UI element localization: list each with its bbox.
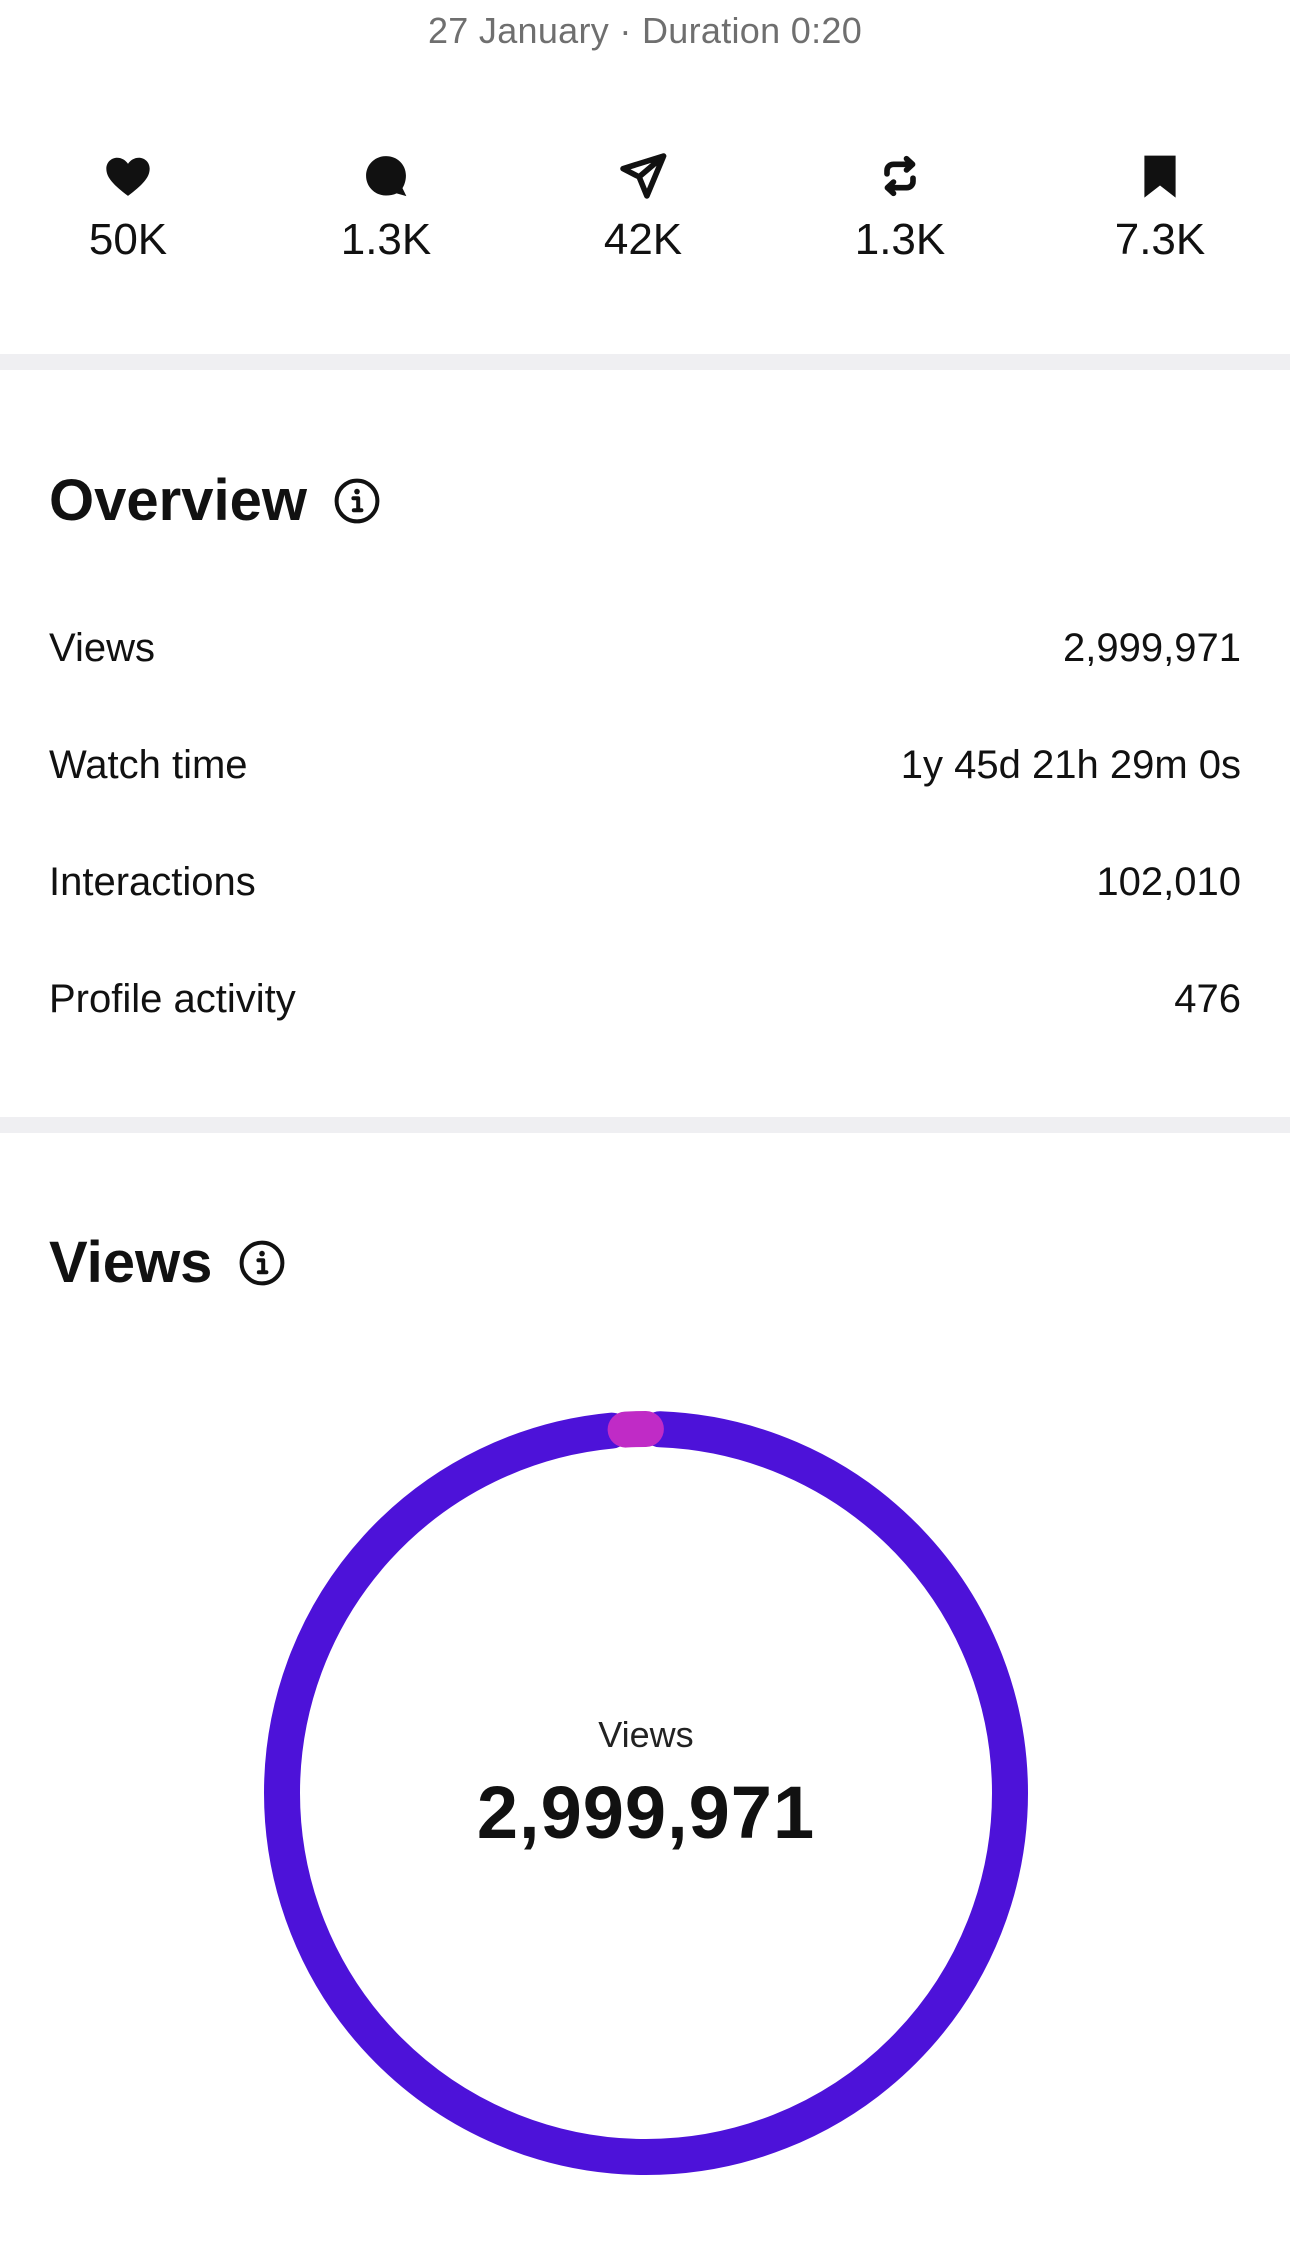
repost-icon — [874, 150, 926, 202]
share-icon — [617, 150, 669, 202]
overview-row-views: Views 2,999,971 — [49, 590, 1241, 707]
shares-stat[interactable]: 42K — [543, 150, 743, 264]
section-divider — [0, 354, 1290, 370]
overview-row-value: 2,999,971 — [1063, 626, 1241, 670]
overview-row-value: 1y 45d 21h 29m 0s — [900, 743, 1241, 787]
overview-title: Overview — [49, 468, 307, 533]
saves-count: 7.3K — [1114, 215, 1206, 264]
comments-stat[interactable]: 1.3K — [286, 150, 486, 264]
reposts-stat[interactable]: 1.3K — [800, 150, 1000, 264]
donut-svg — [264, 1411, 1028, 2175]
info-icon[interactable] — [238, 1239, 286, 1287]
overview-row-label: Profile activity — [49, 977, 296, 1021]
bookmark-icon — [1134, 150, 1186, 202]
section-divider — [0, 1117, 1290, 1133]
donut-center-label: Views — [598, 1713, 694, 1755]
overview-header: Overview — [49, 472, 381, 530]
engagement-stats-row: 50K 1.3K 42K 1.3K 7.3K — [0, 150, 1290, 280]
overview-row-label: Interactions — [49, 860, 256, 904]
shares-count: 42K — [603, 215, 683, 264]
post-date-duration: 27 January · Duration 0:20 — [427, 10, 863, 51]
donut-center-value: 2,999,971 — [476, 1770, 816, 1854]
views-header: Views — [49, 1234, 286, 1292]
overview-list: Views 2,999,971 Watch time 1y 45d 21h 29… — [49, 590, 1241, 1058]
overview-row-label: Views — [49, 626, 155, 670]
views-donut-chart: Views 2,999,971 — [263, 1410, 1029, 2176]
heart-icon — [102, 150, 154, 202]
likes-count: 50K — [88, 215, 168, 264]
info-icon[interactable] — [333, 477, 381, 525]
overview-row-profile-activity: Profile activity 476 — [49, 941, 1241, 1058]
overview-row-interactions: Interactions 102,010 — [49, 824, 1241, 941]
likes-stat[interactable]: 50K — [28, 150, 228, 264]
overview-row-value: 102,010 — [1096, 860, 1241, 904]
saves-stat[interactable]: 7.3K — [1060, 150, 1260, 264]
donut-segment-secondary — [264, 1411, 1028, 2175]
donut-center: Views 2,999,971 — [263, 1410, 1029, 2176]
comment-icon — [360, 150, 412, 202]
overview-row-watch-time: Watch time 1y 45d 21h 29m 0s — [49, 707, 1241, 824]
views-title: Views — [49, 1230, 213, 1295]
overview-row-label: Watch time — [49, 743, 248, 787]
comments-count: 1.3K — [340, 215, 432, 264]
overview-row-value: 476 — [1174, 977, 1241, 1021]
reposts-count: 1.3K — [854, 215, 946, 264]
